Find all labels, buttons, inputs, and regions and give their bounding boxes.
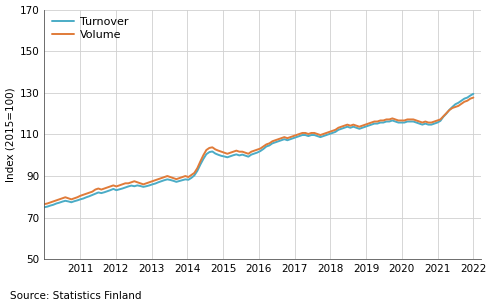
Turnover: [174, 180, 179, 184]
Volume: [470, 96, 476, 99]
Legend: Turnover, Volume: Turnover, Volume: [50, 15, 131, 42]
Volume: [71, 196, 77, 200]
Volume: [41, 202, 47, 206]
Volume: [174, 177, 179, 181]
Turnover: [470, 92, 476, 96]
Volume: [105, 186, 110, 189]
Turnover: [387, 120, 392, 123]
Volume: [387, 118, 392, 121]
Y-axis label: Index (2015=100): Index (2015=100): [5, 87, 16, 182]
Turnover: [105, 189, 110, 193]
Line: Turnover: Turnover: [44, 94, 473, 207]
Line: Volume: Volume: [44, 98, 473, 204]
Turnover: [41, 206, 47, 209]
Volume: [348, 124, 353, 127]
Turnover: [392, 120, 398, 123]
Turnover: [71, 199, 77, 203]
Text: Source: Statistics Finland: Source: Statistics Finland: [10, 291, 141, 301]
Volume: [392, 118, 398, 121]
Turnover: [348, 126, 353, 130]
